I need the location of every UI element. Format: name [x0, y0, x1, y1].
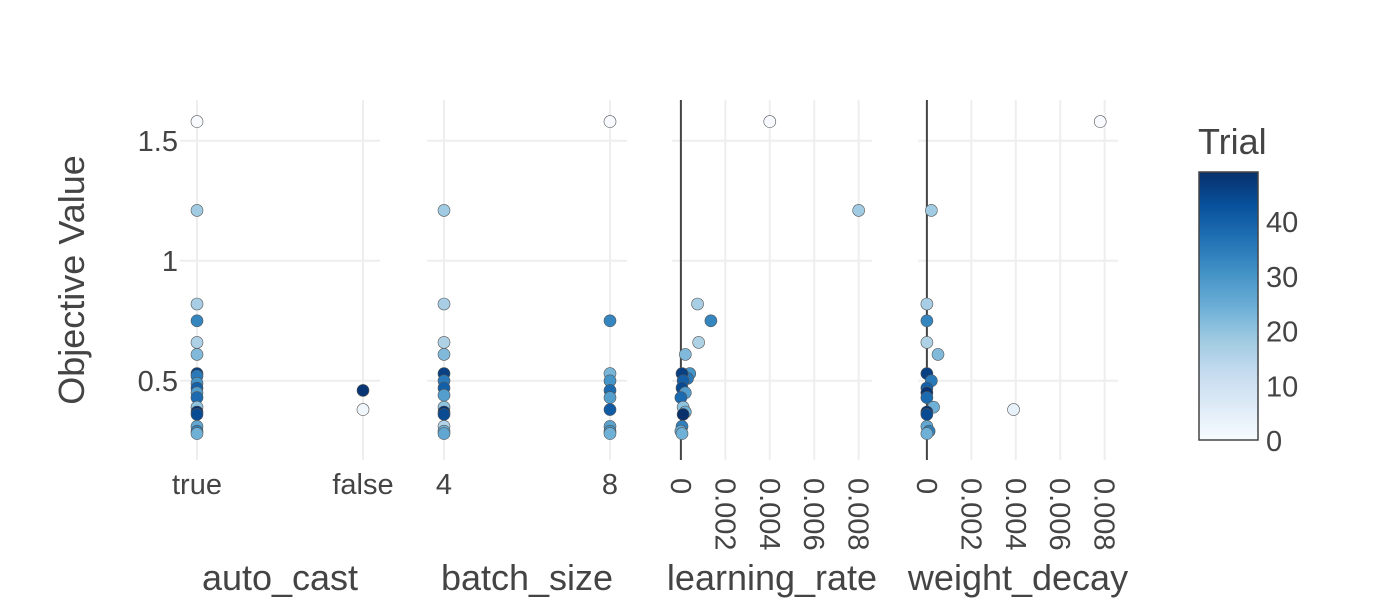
data-point[interactable]	[603, 314, 617, 328]
y-axis: 0.5 1 1.5 Objective Value	[51, 126, 178, 405]
colorbar-tick-label: 10	[1266, 371, 1298, 403]
panels: true false auto_cast 4 8 batch_size 0 0.002 0.00…	[172, 100, 1128, 598]
x-axis-title: weight_decay	[907, 557, 1128, 598]
data-point[interactable]	[920, 427, 934, 440]
data-point[interactable]	[437, 427, 451, 440]
data-point[interactable]	[920, 336, 934, 349]
x-tick-label: 4	[436, 469, 452, 501]
data-point[interactable]	[920, 297, 934, 311]
colorbar-gradient	[1198, 171, 1259, 441]
data-point[interactable]	[190, 408, 204, 421]
data-point[interactable]	[920, 408, 934, 421]
x-tick-label: 0.006	[1043, 478, 1075, 551]
data-point[interactable]	[763, 115, 777, 128]
data-point[interactable]	[1007, 403, 1020, 416]
x-tick-label: 0.004	[999, 478, 1031, 551]
data-point[interactable]	[190, 348, 204, 361]
x-tick-label: 0	[664, 478, 696, 494]
colorbar-tick-label: 30	[1266, 262, 1298, 294]
x-axis-title: batch_size	[441, 557, 613, 598]
data-point[interactable]	[692, 336, 705, 349]
data-point[interactable]	[679, 348, 692, 361]
data-point[interactable]	[852, 204, 865, 217]
panel-learning_rate: 0 0.002 0.004 0.006 0.008 learning_rate	[664, 100, 877, 598]
data-point[interactable]	[931, 348, 945, 361]
data-point[interactable]	[603, 115, 617, 128]
data-point[interactable]	[920, 314, 934, 328]
colorbar-title: Trial	[1198, 121, 1267, 162]
y-tick-label: 1.5	[138, 126, 178, 158]
data-point[interactable]	[190, 204, 204, 217]
y-tick-label: 1	[162, 246, 178, 278]
data-point[interactable]	[437, 204, 451, 217]
data-point[interactable]	[356, 384, 370, 397]
panel-auto_cast: true false auto_cast	[172, 100, 394, 598]
data-point[interactable]	[437, 297, 451, 311]
data-point[interactable]	[675, 427, 689, 440]
data-point[interactable]	[704, 314, 718, 328]
data-point[interactable]	[691, 297, 704, 311]
x-axis-title: auto_cast	[202, 557, 358, 598]
data-point[interactable]	[437, 336, 451, 349]
data-point[interactable]	[190, 115, 204, 128]
x-tick-label: false	[332, 469, 393, 501]
y-axis-title: Objective Value	[51, 155, 92, 404]
data-point[interactable]	[190, 336, 204, 349]
data-point[interactable]	[925, 204, 938, 217]
data-point[interactable]	[190, 427, 204, 440]
data-point[interactable]	[437, 348, 451, 361]
data-point[interactable]	[437, 408, 451, 421]
colorbar-tick-label: 20	[1266, 317, 1298, 349]
x-tick-label: 0.006	[797, 478, 829, 551]
panel-batch_size: 4 8 batch_size	[427, 100, 627, 598]
data-point[interactable]	[603, 391, 617, 404]
data-point[interactable]	[190, 297, 204, 311]
data-point[interactable]	[603, 427, 617, 440]
data-point[interactable]	[676, 408, 690, 421]
data-point[interactable]	[1093, 115, 1107, 128]
colorbar-tick-label: 40	[1266, 207, 1298, 239]
data-point[interactable]	[603, 403, 617, 416]
data-point[interactable]	[437, 388, 451, 402]
y-tick-label: 0.5	[138, 366, 178, 398]
x-tick-label: 0.008	[1088, 478, 1120, 551]
data-point[interactable]	[190, 314, 204, 328]
colorbar: 0 10 20 30 40 Trial	[1198, 121, 1298, 458]
panel-weight_decay: 0 0.002 0.004 0.006 0.008 weight_decay	[907, 100, 1128, 598]
x-axis-title: learning_rate	[667, 557, 877, 598]
data-point[interactable]	[920, 391, 934, 404]
x-tick-label: 0.002	[954, 478, 986, 551]
x-tick-label: 0.002	[708, 478, 740, 551]
x-tick-label: 8	[602, 469, 618, 501]
x-tick-label: 0.004	[753, 478, 785, 551]
x-tick-label: 0.008	[842, 478, 874, 551]
x-tick-label: true	[172, 469, 222, 501]
x-tick-label: 0	[910, 478, 942, 494]
colorbar-tick-label: 0	[1266, 426, 1282, 458]
data-point[interactable]	[356, 403, 370, 416]
